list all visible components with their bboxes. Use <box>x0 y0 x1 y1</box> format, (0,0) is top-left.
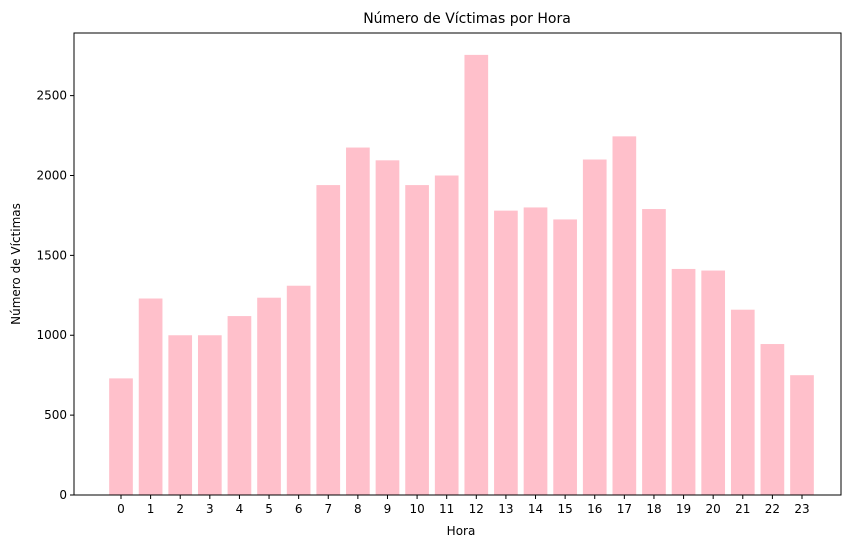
y-tick-label: 2500 <box>36 89 67 103</box>
x-tick-label: 9 <box>384 502 392 516</box>
bar-hour-3 <box>197 335 222 495</box>
x-tick-label: 10 <box>409 502 424 516</box>
x-tick-label: 15 <box>557 502 572 516</box>
x-tick-label: 22 <box>765 502 780 516</box>
x-axis-label: Hora <box>447 524 476 538</box>
x-tick-label: 21 <box>735 502 750 516</box>
bar-hour-6 <box>286 285 311 495</box>
bar-hour-12 <box>464 54 489 495</box>
bar-hour-22 <box>760 344 785 495</box>
plot-frame <box>73 32 842 496</box>
bar-hour-11 <box>434 175 459 495</box>
x-tick-label: 20 <box>706 502 721 516</box>
bar-hour-20 <box>701 270 726 495</box>
y-tick-label: 1500 <box>36 248 67 262</box>
x-tick-label: 5 <box>265 502 273 516</box>
y-tick-label: 2000 <box>36 168 67 182</box>
bar-hour-17 <box>612 136 637 495</box>
x-tick-label: 14 <box>528 502 543 516</box>
x-tick-label: 16 <box>587 502 602 516</box>
y-axis: 0 500 1000 1500 2000 2500 <box>36 89 74 502</box>
bar-hour-23 <box>790 375 814 495</box>
y-tick-label: 0 <box>59 488 67 502</box>
bar-hour-2 <box>168 335 193 495</box>
y-axis-label: Número de Víctimas <box>9 203 23 325</box>
bar-hour-10 <box>405 185 429 495</box>
bar-hour-7 <box>316 185 341 495</box>
bar-hour-5 <box>257 297 281 495</box>
x-axis: 0 1 2 3 4 5 6 7 8 9 10 11 12 13 14 15 16 17 18 19 20 21 22 23 <box>117 495 810 516</box>
x-tick-label: 18 <box>646 502 661 516</box>
bar-hour-8 <box>346 147 370 495</box>
bars-group <box>109 54 814 496</box>
bar-hour-14 <box>523 207 548 496</box>
x-tick-label: 3 <box>206 502 214 516</box>
bar-hour-1 <box>138 298 163 495</box>
bar-hour-19 <box>671 268 696 495</box>
bar-hour-18 <box>642 209 666 495</box>
x-tick-label: 4 <box>236 502 244 516</box>
x-tick-label: 17 <box>617 502 632 516</box>
bar-hour-0 <box>109 378 133 495</box>
x-tick-label: 2 <box>176 502 184 516</box>
bar-hour-13 <box>494 210 518 495</box>
bar-hour-21 <box>730 309 755 495</box>
x-tick-label: 12 <box>469 502 484 516</box>
y-tick-label: 500 <box>44 408 67 422</box>
x-tick-label: 1 <box>147 502 155 516</box>
x-tick-label: 19 <box>676 502 691 516</box>
bar-hour-4 <box>227 316 252 495</box>
x-tick-label: 11 <box>439 502 454 516</box>
chart-title: Número de Víctimas por Hora <box>363 11 571 27</box>
bar-hour-16 <box>582 159 607 495</box>
x-tick-label: 13 <box>498 502 513 516</box>
x-tick-label: 0 <box>117 502 125 516</box>
x-tick-label: 6 <box>295 502 303 516</box>
x-tick-label: 7 <box>324 502 332 516</box>
y-tick-label: 1000 <box>36 328 67 342</box>
bar-hour-15 <box>553 219 577 496</box>
bar-hour-9 <box>375 160 400 495</box>
x-tick-label: 8 <box>354 502 362 516</box>
x-tick-label: 23 <box>794 502 809 516</box>
